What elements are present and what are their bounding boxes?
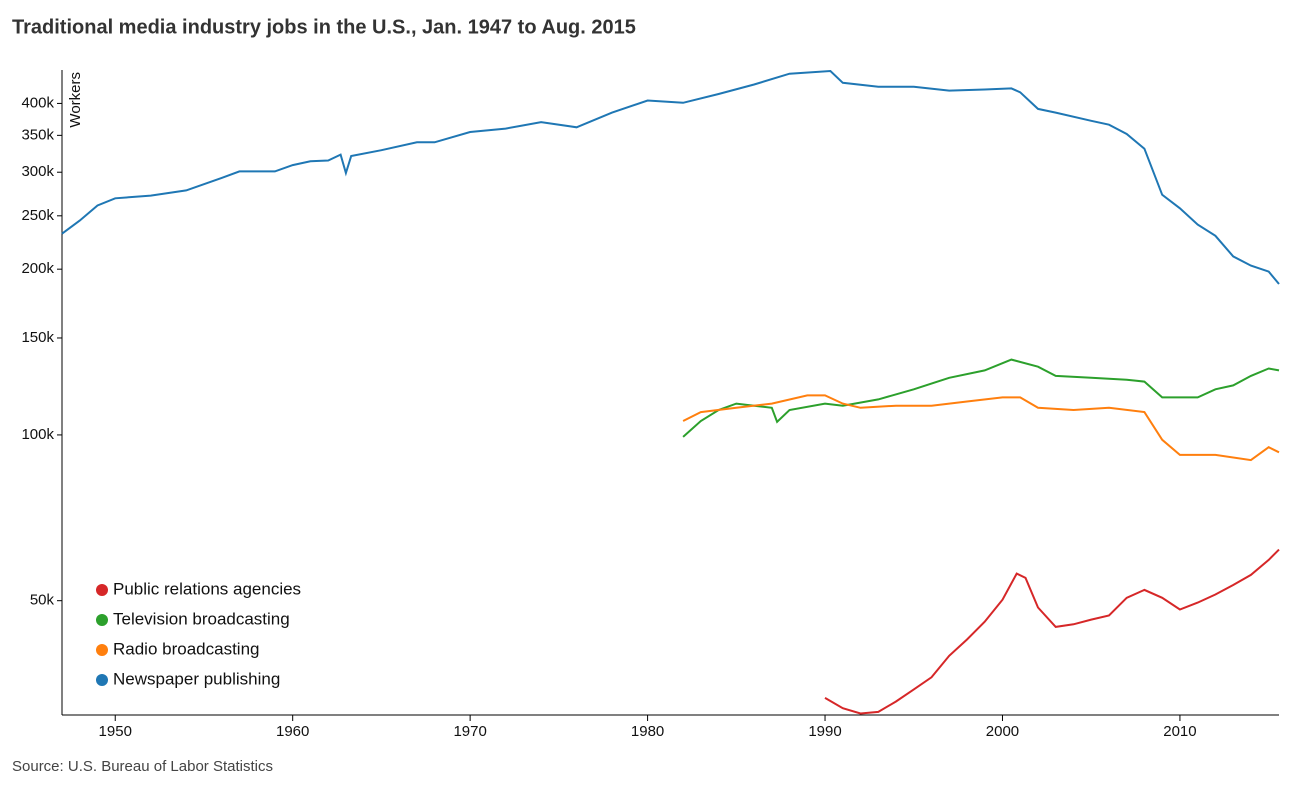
legend-label: Radio broadcasting <box>113 639 259 658</box>
y-tick-label: 150k <box>21 329 54 346</box>
x-tick-label: 1970 <box>453 723 486 740</box>
x-tick-label: 1960 <box>276 723 309 740</box>
y-tick-label: 50k <box>30 592 55 609</box>
x-tick-label: 2010 <box>1163 723 1196 740</box>
legend-swatch <box>96 644 108 656</box>
source: Source: U.S. Bureau of Labor Statistics <box>12 758 273 775</box>
chart-title: Traditional media industry jobs in the U… <box>12 16 636 38</box>
series-line <box>682 358 1280 438</box>
series-line <box>824 548 1280 715</box>
x-tick-label: 1990 <box>808 723 841 740</box>
series-line <box>682 394 1280 462</box>
y-tick-label: 250k <box>21 207 54 224</box>
legend-label: Public relations agencies <box>113 579 301 598</box>
legend-label: Newspaper publishing <box>113 669 280 688</box>
y-axis-label: Workers <box>67 72 84 128</box>
y-tick-label: 350k <box>21 126 54 143</box>
legend-label: Television broadcasting <box>113 609 290 628</box>
y-tick-label: 300k <box>21 163 54 180</box>
series-line <box>61 69 1280 285</box>
legend-swatch <box>96 614 108 626</box>
x-tick-label: 2000 <box>986 723 1019 740</box>
x-tick-label: 1980 <box>631 723 664 740</box>
y-tick-label: 200k <box>21 260 54 277</box>
y-tick-label: 400k <box>21 94 54 111</box>
y-tick-label: 100k <box>21 426 54 443</box>
legend-swatch <box>96 674 108 686</box>
x-tick-label: 1950 <box>99 723 132 740</box>
legend-swatch <box>96 584 108 596</box>
